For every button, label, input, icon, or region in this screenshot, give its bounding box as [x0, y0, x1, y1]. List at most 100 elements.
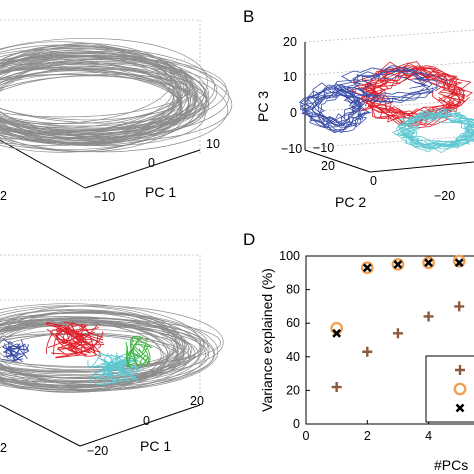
cyan-trajectory	[391, 112, 474, 150]
series-1-point	[423, 311, 434, 322]
trajectory-loop	[0, 67, 206, 147]
panel-c-pc1-tick-0: 0	[143, 414, 150, 428]
series-2-point	[452, 254, 466, 268]
cyan-trajectory	[106, 354, 130, 376]
cyan-trajectory	[104, 352, 137, 372]
panel-a-xlabel: PC 1	[145, 184, 176, 200]
blue-trajectory	[16, 343, 27, 348]
series-1-point	[392, 328, 403, 339]
series-2-point	[360, 261, 374, 275]
trajectory-loop	[0, 47, 216, 131]
panel-c-axes	[0, 404, 201, 447]
green-trajectory	[138, 342, 149, 362]
trajectory-loop	[0, 53, 191, 153]
green-trajectory	[139, 354, 148, 367]
panel-a-axes	[0, 139, 201, 189]
panel-b-box	[304, 29, 474, 150]
red-trajectory	[68, 338, 104, 350]
cyan-trajectory	[108, 359, 139, 377]
panel-b: B 20 10 0 −10 −10 20 0 −20 PC 3 PC 2	[243, 7, 474, 210]
cyan-trajectory	[87, 352, 102, 368]
red-trajectory	[58, 341, 102, 356]
legend-marker-2	[453, 382, 467, 396]
red-trajectory	[55, 354, 81, 359]
blue-trajectory	[336, 65, 430, 98]
y-tick-label: 0	[293, 417, 300, 431]
trajectory-loop	[0, 48, 188, 128]
panel-b-pc3-back-tick-neg10: −10	[313, 141, 334, 155]
x-tick-label: 0	[303, 429, 310, 443]
blue-trajectory	[312, 87, 368, 127]
green-trajectory	[132, 346, 146, 361]
trajectory-loop	[0, 319, 169, 391]
trajectory-loop	[0, 313, 209, 375]
red-trajectory	[46, 328, 78, 356]
cyan-trajectory	[93, 360, 111, 374]
series-1-point	[331, 382, 342, 393]
data-marks	[330, 254, 466, 393]
y-tick-label: 100	[279, 249, 300, 263]
x-tick-label: 2	[364, 429, 371, 443]
trajectory-loop	[0, 66, 190, 140]
blue-trajectory	[12, 355, 22, 363]
series-1-point	[454, 301, 465, 312]
blue-trajectory	[305, 84, 363, 126]
red-trajectory	[45, 323, 101, 349]
panel-d-label: D	[243, 230, 255, 249]
trajectory-loop	[0, 305, 176, 378]
trajectory-loop	[0, 318, 185, 391]
y-tick-label: 80	[286, 283, 300, 297]
trajectory-loop	[0, 45, 179, 143]
cyan-trajectory	[91, 352, 118, 377]
blue-trajectory	[3, 338, 29, 351]
red-trajectory	[55, 338, 80, 351]
panel-a-trajectories	[0, 37, 233, 153]
trajectory-loop	[0, 46, 185, 139]
blue-trajectory	[301, 93, 361, 130]
series-2-point	[391, 257, 405, 271]
panel-d: D 0 20 40 60 80 100 0 2 4 Variance explained (%)…	[243, 230, 474, 473]
panel-a-pc2-tick: 2	[0, 189, 7, 203]
blue-trajectory	[13, 345, 30, 360]
red-trajectory	[60, 322, 84, 346]
panel-a-pc1-tick-0: 0	[148, 156, 155, 170]
blue-trajectory	[8, 341, 15, 360]
green-trajectory	[147, 347, 151, 365]
panel-b-label: B	[243, 7, 254, 26]
panel-c-box	[0, 254, 201, 395]
series-1-point	[362, 346, 373, 357]
trajectory-loop	[0, 58, 174, 134]
blue-trajectory	[342, 66, 438, 100]
red-trajectory	[80, 340, 93, 355]
series-3-point	[393, 259, 403, 269]
blue-trajectory	[2, 345, 21, 353]
series-3-point	[332, 328, 342, 338]
y-axis-label: Variance explained (%)	[259, 268, 275, 412]
trajectory-loop	[0, 311, 219, 392]
trajectory-loop	[0, 322, 184, 384]
blue-trajectory	[7, 343, 20, 359]
cyan-trajectory	[404, 114, 474, 154]
green-trajectory	[142, 357, 150, 366]
series-3-point	[454, 258, 464, 268]
cyan-trajectory	[404, 108, 474, 147]
cyan-trajectory	[95, 377, 134, 385]
x-tick-label: 4	[425, 429, 432, 443]
series-3-point	[424, 258, 434, 268]
blue-trajectory	[298, 84, 357, 126]
panel-b-pc2-tick-0: 0	[370, 174, 377, 188]
trajectory-loop	[0, 48, 218, 130]
red-trajectory	[50, 325, 86, 345]
panel-b-xlabel: PC 2	[335, 194, 366, 210]
series-3-point	[362, 263, 372, 273]
y-tick-label: 20	[286, 383, 300, 397]
red-trajectory	[69, 324, 86, 335]
green-trajectory	[131, 340, 140, 357]
y-tick-label: 40	[286, 350, 300, 364]
cyan-trajectory	[108, 377, 122, 385]
trajectory-loop	[0, 317, 210, 382]
legend-box	[425, 355, 474, 423]
cyan-trajectory	[400, 112, 474, 147]
x-axis-label: #PCs	[434, 457, 468, 473]
cyan-trajectory	[96, 354, 144, 371]
